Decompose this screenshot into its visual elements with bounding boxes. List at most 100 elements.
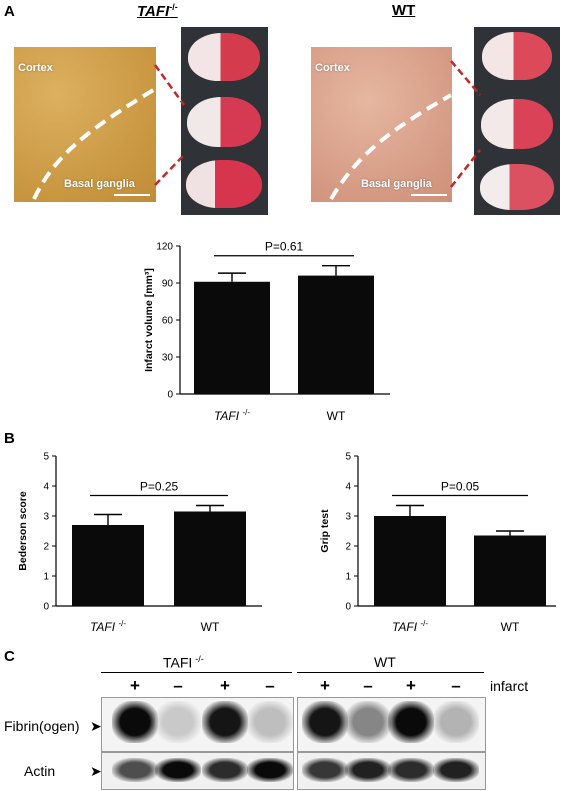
panel-letter-c: C [4, 648, 15, 665]
lane-sign-2: – [173, 676, 183, 695]
y-tick-label-5: 5 [345, 452, 351, 463]
y-tick-label-2: 2 [43, 542, 49, 553]
p-value-label: P=0.05 [441, 480, 480, 494]
actin-band-1 [112, 758, 158, 782]
y-axis-label: Infarct volume [mm³] [143, 268, 155, 372]
scale-bar-tafi [114, 194, 150, 196]
y-tick-label-3: 3 [43, 512, 49, 523]
fibrin-band-8 [433, 701, 479, 743]
wb-tafi-text: TAFI [163, 654, 193, 671]
y-tick-label-0: 0 [167, 390, 173, 401]
actin-band-7 [388, 758, 434, 782]
actin-label: Actin [24, 763, 56, 779]
lane-sign-5: + [320, 676, 330, 695]
tafi-header-sup: -/- [169, 2, 178, 12]
tafi-header-text: TAFI [137, 3, 170, 20]
wb-wt-group-label: WT [374, 654, 396, 670]
bederson-score-chart: 0 1 2 3 4 5 Bederson score TAFI -/- WT P=0.25 [17, 452, 262, 634]
actin-arrow-icon: ➤ [90, 763, 102, 779]
fibrin-band-5 [302, 701, 348, 743]
y-tick-label-0: 0 [345, 602, 351, 613]
brain-slice-tafi-2 [187, 97, 261, 147]
cortex-label-tafi: Cortex [18, 62, 53, 74]
fibrin-band-1 [112, 701, 158, 743]
lane-sign-1: + [130, 676, 140, 695]
p-value-label: P=0.61 [265, 240, 304, 254]
actin-band-8 [433, 758, 479, 782]
cortex-label-wt: Cortex [315, 62, 350, 74]
actin-band-6 [345, 758, 391, 782]
y-axis-label: Bederson score [17, 491, 29, 571]
category-label-0: TAFI -/- [214, 408, 250, 423]
lane-sign-4: – [265, 676, 275, 695]
basal-ganglia-label-wt: Basal ganglia [361, 178, 432, 190]
category-label-1: WT [501, 620, 520, 634]
zoom-lines-wt [450, 60, 481, 188]
wb-tafi-group-label: TAFI -/- [163, 654, 204, 671]
category-label-0: TAFI -/- [392, 619, 428, 634]
fibrin-band-6 [345, 701, 391, 743]
y-tick-label-2: 60 [162, 316, 174, 327]
y-axis-label: Grip test [319, 509, 331, 553]
lane-sign-6: – [363, 676, 373, 695]
y-tick-label-4: 4 [345, 482, 351, 493]
y-tick-label-1: 30 [162, 353, 174, 364]
brain-slice-wt-2 [481, 99, 553, 149]
basal-ganglia-label-tafi: Basal ganglia [64, 178, 135, 190]
wt-header: WT [392, 2, 416, 19]
actin-band-2 [155, 758, 201, 782]
bar-1 [474, 535, 546, 606]
brain-slices-wt [474, 27, 560, 215]
panel-letter-a: A [4, 3, 15, 20]
fibrin-band-7 [388, 701, 434, 743]
histology-dash-tafi [32, 87, 156, 200]
brain-slice-wt-1 [482, 32, 552, 80]
wb-tafi-sup: -/- [195, 654, 204, 664]
histology-image-wt: Cortex Basal ganglia [311, 47, 452, 202]
scale-bar-wt [411, 194, 447, 196]
fibrin-band-3 [202, 701, 248, 743]
bar-0 [194, 281, 270, 394]
y-tick-label-3: 3 [345, 512, 351, 523]
brain-slices-tafi [181, 27, 268, 215]
tafi-header: TAFI-/- [137, 2, 178, 20]
category-label-1: WT [327, 409, 346, 423]
actin-band-4 [247, 758, 293, 782]
fibrin-arrow-icon: ➤ [90, 718, 102, 734]
brain-slice-wt-3 [480, 164, 554, 210]
fibrin-band-4 [247, 701, 293, 743]
bar-1 [174, 511, 246, 606]
infarct-label: infarct [490, 678, 529, 694]
actin-band-3 [202, 758, 248, 782]
brain-slice-tafi-1 [188, 33, 260, 81]
zoom-lines-tafi [153, 64, 186, 186]
y-tick-label-4: 4 [43, 482, 49, 493]
infarct-volume-chart: 0 30 60 90 120 Infarct volume [mm³] TAFI -/- WT… [143, 240, 390, 423]
y-tick-label-2: 2 [345, 542, 351, 553]
panel-letter-b: B [4, 430, 15, 447]
category-label-0: TAFI -/- [90, 619, 126, 634]
y-tick-label-1: 1 [43, 572, 49, 583]
bar-0 [374, 516, 446, 606]
lane-sign-3: + [220, 676, 230, 695]
histology-image-tafi: Cortex Basal ganglia [14, 47, 156, 202]
grip-test-chart: 0 1 2 3 4 5 Grip test TAFI -/- WT P=0.05 [319, 452, 556, 634]
lane-sign-8: – [451, 676, 461, 695]
y-tick-label-3: 90 [162, 279, 174, 290]
wb-wt-group-line [297, 672, 484, 673]
y-tick-label-4: 120 [156, 242, 173, 253]
bar-1 [298, 275, 374, 394]
p-value-label: P=0.25 [140, 480, 179, 494]
brain-slice-tafi-3 [186, 160, 262, 208]
bar-0 [72, 525, 144, 606]
y-tick-label-0: 0 [43, 602, 49, 613]
fibrin-label: Fibrin(ogen) [4, 718, 80, 734]
wb-tafi-group-line [101, 672, 292, 673]
actin-band-5 [302, 758, 348, 782]
lane-sign-7: + [406, 676, 416, 695]
y-tick-label-5: 5 [43, 452, 49, 463]
y-tick-label-1: 1 [345, 572, 351, 583]
category-label-1: WT [201, 620, 220, 634]
fibrin-band-2 [155, 701, 201, 743]
histology-dash-wt [329, 93, 452, 201]
